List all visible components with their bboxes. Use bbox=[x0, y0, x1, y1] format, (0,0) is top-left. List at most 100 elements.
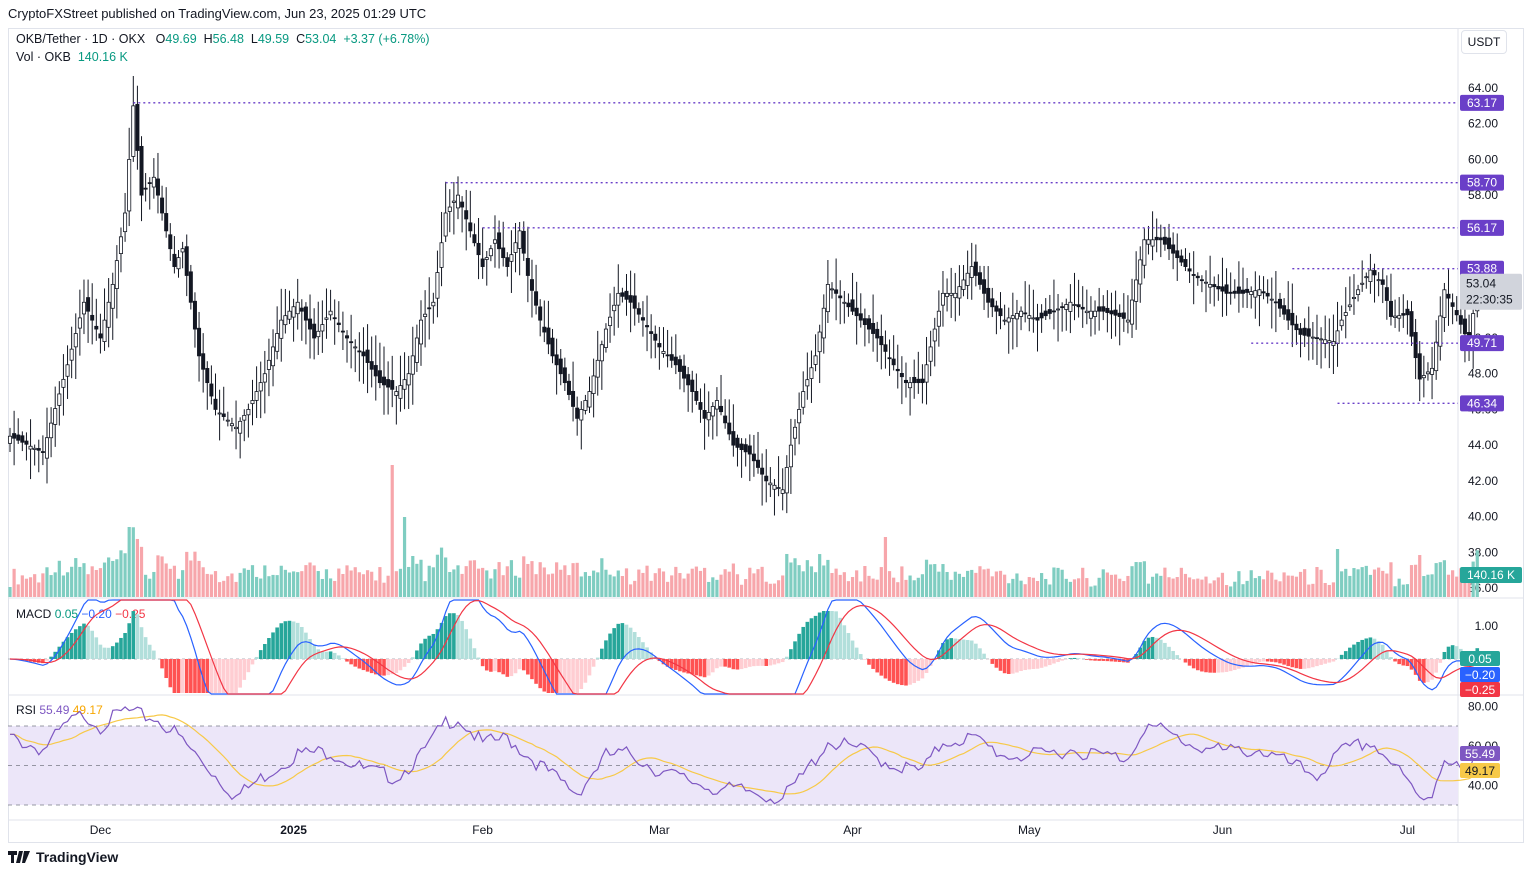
macd-histogram-bar bbox=[180, 659, 185, 693]
candle-body bbox=[451, 200, 456, 203]
volume-bar bbox=[830, 573, 834, 597]
candle-body bbox=[110, 284, 115, 309]
candle-body bbox=[402, 379, 407, 390]
candle-body bbox=[891, 358, 896, 366]
macd-histogram-bar bbox=[1241, 659, 1245, 668]
tradingview-logo[interactable]: TradingView bbox=[8, 849, 118, 865]
volume-bar bbox=[1027, 577, 1031, 597]
macd-legend-label: MACD bbox=[16, 607, 52, 621]
countdown-label: 22:30:35 bbox=[1466, 293, 1513, 307]
candle-body bbox=[1208, 284, 1213, 288]
macd-histogram-bar bbox=[628, 627, 633, 659]
macd-histogram-bar bbox=[891, 659, 896, 683]
candle-body bbox=[40, 451, 45, 453]
candle-body bbox=[49, 422, 54, 439]
candle-body bbox=[669, 354, 674, 361]
candle-body bbox=[830, 288, 835, 291]
macd-histogram-bar bbox=[279, 623, 284, 659]
volume-bar bbox=[439, 547, 444, 597]
macd-histogram-bar bbox=[821, 611, 826, 659]
macd-histogram-bar bbox=[205, 659, 210, 693]
macd-histogram-bar bbox=[250, 659, 255, 665]
candle-body bbox=[24, 440, 29, 445]
volume-bar bbox=[16, 584, 20, 597]
candle-body bbox=[1014, 313, 1019, 320]
macd-histogram-bar bbox=[410, 657, 415, 659]
macd-histogram-bar bbox=[127, 623, 131, 659]
volume-bar bbox=[213, 571, 218, 597]
candle-body bbox=[20, 435, 25, 443]
level-badge-label: 49.71 bbox=[1467, 336, 1497, 350]
volume-bar bbox=[818, 554, 822, 597]
macd-histogram-bar bbox=[443, 616, 448, 659]
macd-histogram-bar bbox=[698, 659, 703, 677]
macd-histogram-bar bbox=[431, 633, 436, 659]
candle-body bbox=[628, 295, 633, 303]
level-badge bbox=[1460, 219, 1504, 236]
volume-bar bbox=[1155, 573, 1159, 597]
macd-histogram-bar bbox=[883, 659, 888, 679]
macd-histogram-bar bbox=[1076, 658, 1081, 659]
macd-histogram-bar bbox=[1056, 659, 1060, 663]
macd-histogram-bar bbox=[1417, 659, 1422, 681]
tradingview-logo-text: TradingView bbox=[36, 849, 119, 865]
currency-button[interactable]: USDT bbox=[1461, 30, 1507, 54]
volume-bar bbox=[209, 574, 213, 597]
candle-body bbox=[595, 359, 600, 378]
macd-histogram-bar bbox=[994, 659, 999, 668]
macd-histogram-bar bbox=[398, 659, 403, 671]
volume-bar bbox=[1278, 581, 1282, 597]
volume-bar bbox=[156, 555, 160, 597]
candle-body bbox=[414, 337, 419, 363]
symbol-label[interactable]: OKB/Tether · 1D · OKX bbox=[16, 32, 146, 46]
candle-body bbox=[529, 279, 534, 291]
rsi-legend[interactable]: RSI 55.49 49.17 bbox=[16, 703, 103, 717]
candle-body bbox=[1257, 289, 1262, 296]
candle-body bbox=[879, 335, 884, 346]
candle-body bbox=[73, 333, 78, 348]
macd-histogram-bar bbox=[941, 643, 945, 659]
candle-body bbox=[283, 315, 288, 326]
volume-bar bbox=[185, 551, 189, 597]
macd-histogram-bar bbox=[1282, 659, 1286, 665]
macd-histogram-bar bbox=[217, 659, 222, 693]
macd-histogram-bar bbox=[834, 611, 838, 659]
candle-body bbox=[1125, 319, 1130, 323]
macd-histogram-bar bbox=[234, 659, 238, 693]
candle-body bbox=[90, 314, 95, 321]
volume-bar bbox=[937, 571, 941, 597]
macd-histogram-bar bbox=[69, 632, 74, 659]
macd-histogram-bar bbox=[912, 659, 916, 684]
volume-bar bbox=[1085, 578, 1089, 597]
candle-body bbox=[234, 426, 239, 430]
candle-body bbox=[521, 230, 526, 254]
candle-body bbox=[583, 400, 588, 411]
macd-histogram-bar bbox=[1343, 651, 1348, 659]
candle-body bbox=[990, 298, 995, 308]
macd-histogram-bar bbox=[1027, 659, 1032, 670]
candle-body bbox=[291, 306, 296, 318]
volume-label[interactable]: Vol · OKB bbox=[16, 50, 71, 64]
volume-bar bbox=[809, 566, 814, 597]
macd-histogram-bar bbox=[789, 649, 793, 659]
macd-histogram-bar bbox=[361, 659, 366, 671]
macd-histogram-bar bbox=[1294, 659, 1299, 669]
candle-body bbox=[550, 337, 555, 357]
candle-body bbox=[184, 246, 189, 276]
candle-body bbox=[77, 317, 82, 329]
volume-bar bbox=[1442, 560, 1446, 597]
level-badge-label: 56.17 bbox=[1467, 221, 1497, 235]
candle-body bbox=[1282, 305, 1287, 315]
macd-histogram-bar bbox=[472, 648, 477, 659]
volume-bar bbox=[855, 570, 859, 597]
volume-bar bbox=[1183, 573, 1188, 597]
candle-body bbox=[1249, 291, 1254, 295]
volume-bar bbox=[460, 573, 464, 597]
macd-histogram-bar bbox=[110, 646, 115, 659]
macd-histogram-bar bbox=[160, 659, 164, 669]
candle-body bbox=[143, 187, 148, 190]
macd-histogram-bar bbox=[706, 659, 711, 676]
volume-bar bbox=[24, 578, 29, 597]
macd-histogram-bar bbox=[1257, 659, 1262, 662]
